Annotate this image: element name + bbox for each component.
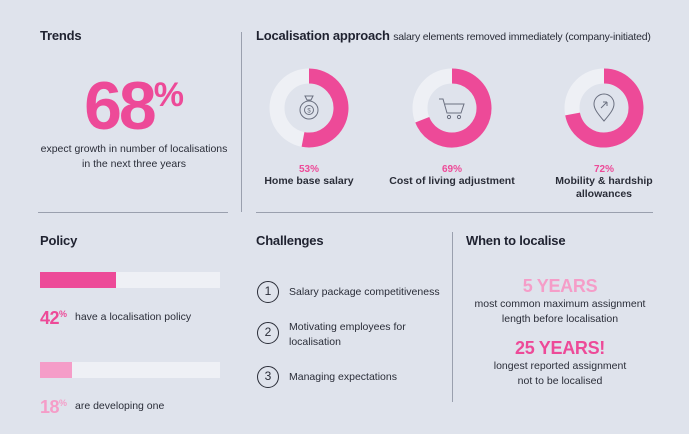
localisation-heading: Localisation approach salary elements re… (256, 28, 651, 43)
challenge-number-1: 1 (257, 281, 279, 303)
when-stat-2-line2: not to be localised (517, 375, 603, 387)
donut-category-3-line1: Mobility & hardship (555, 175, 653, 187)
donut-category-2: Cost of living adjustment (389, 175, 515, 187)
challenge-text-2-line1: Motivating employees for (289, 321, 406, 333)
challenge-text-2-line2: localisation (289, 336, 341, 348)
policy-bar-1 (40, 272, 220, 288)
policy-bar-2-fill (40, 362, 73, 378)
challenge-number-3: 3 (257, 366, 279, 388)
policy-stat-2-number: 18 (40, 397, 60, 417)
policy-stat-2-suffix: % (59, 398, 67, 408)
donut-label-2: 69% Cost of living adjustment (377, 164, 527, 188)
policy-stat-1-suffix: % (59, 309, 67, 319)
donut-arc-3 (565, 68, 644, 148)
when-stat-2: 25 YEARS! longest reported assignment no… (460, 338, 660, 389)
donut-value-3: 72% (593, 164, 614, 175)
trends-big-number-value: 68 (84, 68, 157, 144)
divider-horizontal-left (38, 212, 228, 213)
trends-title: Trends (40, 28, 82, 43)
donut-label-1: 53% Home base salary (249, 164, 369, 188)
donut-charts: $ (269, 68, 644, 148)
challenge-text-3-line1: Managing expectations (289, 371, 397, 383)
donut-home-base-salary: $ (269, 68, 349, 148)
donut-label-3: 72% Mobility & hardship allowances (534, 164, 674, 201)
policy-bar-2 (40, 362, 220, 378)
policy-bar-1-fill (40, 272, 116, 288)
challenge-text-3: Managing expectations (289, 370, 397, 385)
challenge-text-2: Motivating employees for localisation (289, 320, 406, 350)
when-stat-1-value: 5 YEARS (522, 276, 598, 296)
policy-stat-2: 18% are developing one (40, 397, 164, 418)
trends-desc-line1: expect growth in number of localisations (40, 143, 228, 155)
when-stat-2-value: 25 YEARS! (514, 338, 605, 358)
when-stat-2-line1: longest reported assignment (493, 360, 627, 372)
trends-desc-line2: in the next three years (82, 158, 186, 170)
challenge-number-2: 2 (257, 322, 279, 344)
policy-stat-2-value: 18% (40, 397, 67, 417)
localisation-subtitle: salary elements removed immediately (com… (393, 31, 651, 43)
trends-big-number-suffix: % (153, 76, 184, 114)
policy-stat-1-number: 42 (40, 308, 60, 328)
policy-stat-1-value: 42% (40, 308, 67, 328)
challenges-title: Challenges (256, 233, 324, 248)
donut-category-3-line2: allowances (575, 188, 633, 200)
challenge-text-1: Salary package competitiveness (289, 285, 440, 300)
challenge-text-1-line1: Salary package competitiveness (289, 286, 440, 298)
donut-arc-1 (301, 68, 349, 148)
divider-vertical-bottom (452, 232, 453, 402)
donut-mobility-hardship (564, 68, 644, 148)
donut-value-2: 69% (441, 164, 462, 175)
localisation-title: Localisation approach (256, 28, 390, 43)
when-stat-1: 5 YEARS most common maximum assignment l… (460, 276, 660, 327)
policy-title: Policy (40, 233, 78, 248)
location-pin-icon (593, 93, 615, 122)
donut-value-1: 53% (298, 164, 319, 175)
donut-category-1: Home base salary (264, 175, 354, 187)
donut-arc-2 (415, 68, 492, 148)
policy-stat-1: 42% have a localisation policy (40, 308, 191, 329)
when-stat-1-line2: length before localisation (501, 313, 619, 325)
divider-vertical-top (241, 32, 242, 212)
policy-stat-2-label: are developing one (75, 400, 165, 412)
trends-description: expect growth in number of localisations… (0, 142, 268, 172)
when-title: When to localise (466, 233, 566, 248)
divider-horizontal-right (256, 212, 653, 213)
when-stat-1-line1: most common maximum assignment (474, 298, 646, 310)
policy-stat-1-label: have a localisation policy (75, 311, 192, 323)
shopping-cart-icon (439, 98, 465, 120)
money-bag-icon: $ (299, 95, 319, 120)
svg-text:$: $ (307, 109, 311, 115)
donut-cost-of-living (412, 68, 492, 148)
trends-big-number: 68% (0, 72, 268, 140)
